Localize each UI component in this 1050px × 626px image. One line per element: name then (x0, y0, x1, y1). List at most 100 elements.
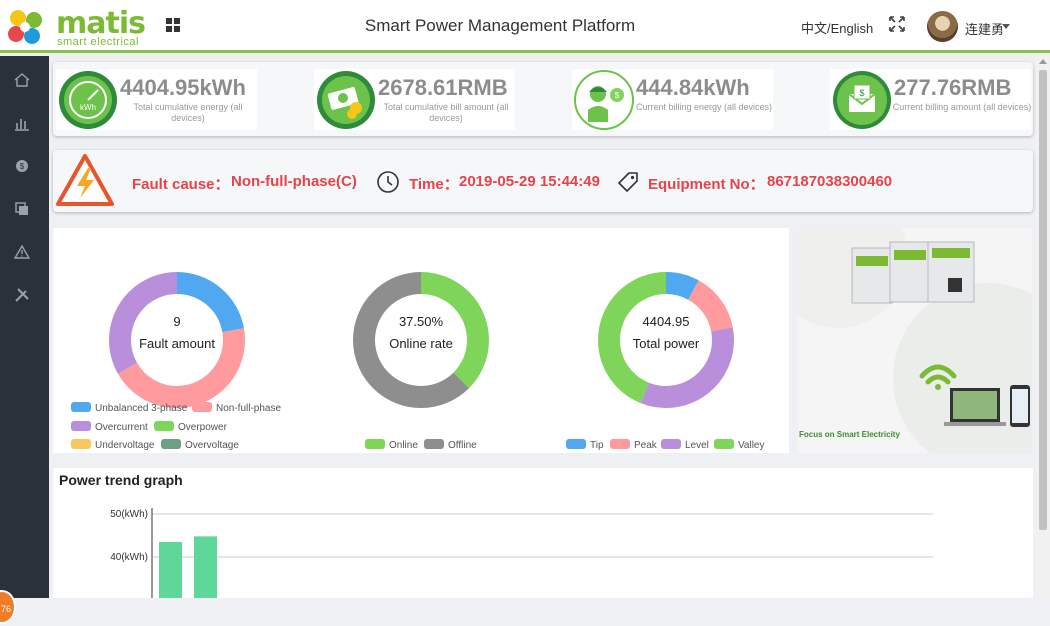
donut-segment[interactable] (109, 272, 245, 408)
total-power-donut[interactable] (598, 272, 734, 408)
bar-chart-icon[interactable] (12, 113, 32, 133)
donut-center-label: Total power (632, 336, 700, 351)
app-grid-icon[interactable] (166, 18, 180, 32)
legend-swatch (192, 402, 212, 412)
online-rate-donut[interactable] (353, 272, 489, 408)
stat-card: $ 444.84kWh Current billing energy (all … (572, 69, 773, 130)
scrollbar-thumb[interactable] (1039, 70, 1047, 530)
legend-item[interactable]: Non-full-phase (192, 402, 281, 414)
stat-value: 277.76RMB (894, 75, 1012, 100)
donut-segment[interactable] (598, 272, 734, 408)
legend-item[interactable]: Overpower (154, 421, 227, 433)
stat-card: $ 277.76RMB Current billing amount (all … (830, 69, 1031, 130)
product-promo-image: Focus on Smart Electricity (798, 228, 1032, 453)
bill-envelope-icon: $ (833, 71, 891, 129)
trend-title: Power trend graph (59, 472, 183, 488)
worker-icon: $ (574, 70, 634, 130)
fault-cause-value: Non-full-phase(C) (231, 173, 357, 190)
scroll-up-arrow-icon[interactable] (1039, 59, 1047, 64)
logo-flower-icon (8, 10, 42, 44)
legend-item[interactable]: Peak (610, 439, 657, 451)
summary-stats-panel: kWh 4404.95kWh Total cumulative energy (… (53, 62, 1033, 136)
username[interactable]: 连建勇 (965, 22, 1005, 37)
legend-swatch (71, 439, 91, 449)
language-switch[interactable]: 中文/English (801, 21, 874, 36)
legend-swatch (71, 421, 91, 431)
legend-item[interactable]: Valley (714, 439, 765, 451)
stat-label: Current billing energy (all devices) (635, 102, 773, 112)
warning-icon[interactable] (12, 242, 32, 262)
legend-label: Valley (738, 440, 765, 451)
donut-center-value: 9 (173, 314, 181, 329)
stat-value: 2678.61RMB (378, 75, 508, 100)
legend-item[interactable]: Offline (424, 439, 477, 451)
legend-item[interactable]: Undervoltage (71, 439, 154, 451)
equipment-no-label: Equipment No： (648, 176, 765, 193)
fault-amount-donut[interactable] (109, 272, 245, 408)
donut-segment[interactable] (598, 272, 734, 408)
laptop-illustration (944, 388, 1006, 426)
logo-tagline: smart electrical (57, 36, 139, 48)
legend-swatch (610, 439, 630, 449)
y-tick-label: 50(kWh) (110, 509, 148, 520)
copy-icon[interactable] (12, 199, 32, 219)
promo-caption: Focus on Smart Electricity (799, 430, 900, 439)
legend-label: Unbalanced 3-phase (95, 403, 188, 414)
circuit-breaker-illustration (851, 241, 975, 304)
trend-bar[interactable] (194, 536, 217, 598)
dollar-circle-icon[interactable]: $ (12, 156, 32, 176)
legend-item[interactable]: Level (661, 439, 709, 451)
chevron-down-icon[interactable] (1002, 24, 1010, 29)
legend-item[interactable]: Overvoltage (161, 439, 239, 451)
legend-swatch (154, 421, 174, 431)
legend-swatch (365, 439, 385, 449)
stat-value: 444.84kWh (636, 75, 750, 100)
legend-label: Online (389, 440, 418, 451)
svg-text:$: $ (859, 88, 864, 98)
logo-wordmark: matis (56, 6, 146, 41)
legend-label: Non-full-phase (216, 403, 282, 414)
svg-text:$: $ (615, 91, 620, 100)
donut-center-label: Online rate (389, 336, 453, 351)
stat-card: 2678.61RMB Total cumulative bill amount … (314, 69, 515, 130)
legend-item[interactable]: Online (365, 439, 418, 451)
page-scrollbar[interactable] (1036, 56, 1050, 598)
legend-item[interactable]: Overcurrent (71, 421, 148, 433)
fault-cause-label: Fault cause： (132, 176, 230, 193)
fault-time-label: Time： (409, 176, 459, 193)
legend-item[interactable]: Tip (566, 439, 604, 451)
power-trend-chart (151, 508, 933, 598)
donut-center-value: 4404.95 (642, 314, 690, 329)
legend-swatch (424, 439, 444, 449)
svg-text:kWh: kWh (80, 103, 96, 112)
legend-label: Overcurrent (95, 422, 148, 433)
home-icon[interactable] (12, 70, 32, 90)
legend-label: Peak (634, 440, 657, 451)
sidebar: $ 76 (0, 56, 49, 624)
legend-label: Offline (448, 440, 477, 451)
donut-center-label: Fault amount (139, 336, 215, 351)
power-trend-panel: Power trend graph 50(kWh) 40(kWh) (53, 468, 1033, 598)
stat-value: 4404.95kWh (120, 75, 246, 100)
fault-alert-panel[interactable]: Fault cause： Non-full-phase(C) Time： 201… (53, 150, 1033, 212)
clock-icon (377, 171, 399, 193)
fault-time-value: 2019-05-29 15:44:49 (459, 173, 600, 190)
wifi-illustration (919, 364, 957, 385)
tools-icon[interactable] (12, 285, 32, 305)
trend-bar[interactable] (159, 541, 182, 598)
donut-segment[interactable] (353, 272, 489, 408)
page-title: Smart Power Management Platform (364, 16, 636, 35)
legend-swatch (714, 439, 734, 449)
fullscreen-icon[interactable] (889, 16, 905, 32)
top-bar: matis smart electrical Smart Power Manag… (0, 0, 1050, 53)
notification-badge[interactable]: 76 (0, 590, 16, 624)
donut-segment[interactable] (109, 272, 245, 408)
legend-swatch (71, 402, 91, 412)
legend-item[interactable]: Unbalanced 3-phase (71, 402, 187, 414)
donut-center-value: 37.50% (398, 314, 444, 329)
user-avatar[interactable] (927, 11, 958, 42)
tag-icon (618, 172, 638, 192)
donut-charts-panel: 9 Fault amount 37.50% Online rate 4404.9… (53, 228, 789, 453)
equipment-no-value: 867187038300460 (767, 173, 893, 190)
matis-logo[interactable]: matis smart electrical (4, 6, 154, 48)
